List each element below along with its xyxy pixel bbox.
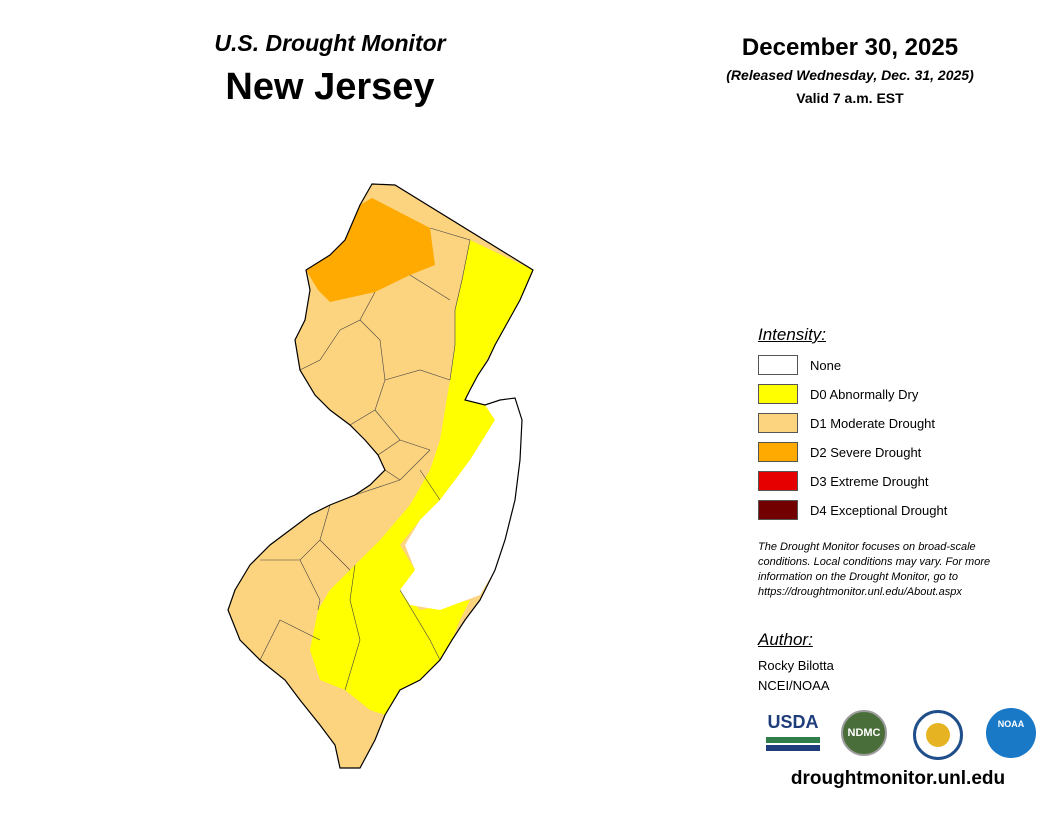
author-line: NCEI/NOAA [758, 678, 830, 693]
author-title: Author: [758, 630, 813, 649]
legend-swatch [758, 442, 798, 462]
valid: Valid 7 a.m. EST [796, 90, 904, 106]
legend-swatch [758, 384, 798, 404]
legend-swatch [758, 413, 798, 433]
legend-label: D0 Abnormally Dry [810, 387, 919, 402]
legend-label: D1 Moderate Drought [810, 416, 936, 431]
legend-swatch [758, 355, 798, 375]
note: The Drought Monitor focuses on broad-sca… [758, 540, 990, 600]
note-line: https://droughtmonitor.unl.edu/About.asp… [758, 586, 962, 598]
author-line: Rocky Bilotta [758, 658, 834, 673]
usda-logo: USDA [766, 712, 820, 752]
released: (Released Wednesday, Dec. 31, 2025) [726, 67, 974, 83]
region: New Jersey [225, 66, 435, 108]
area-d0 [310, 240, 533, 715]
note-line: information on the Drought Monitor, go t… [758, 571, 958, 583]
note-line: conditions. Local conditions may vary. F… [758, 556, 991, 568]
area-none [400, 398, 522, 610]
legend-label: D3 Extreme Drought [810, 474, 929, 489]
note-line: The Drought Monitor focuses on broad-sca… [758, 541, 976, 553]
footer-url: droughtmonitor.unl.edu [790, 768, 1006, 789]
map [227, 183, 534, 769]
legend-label: D2 Severe Drought [810, 445, 922, 460]
ndmc-logo: NDMC [841, 710, 887, 756]
legend-label: D4 Exceptional Drought [810, 503, 948, 518]
legend-swatch [758, 471, 798, 491]
legend-label: None [810, 358, 842, 373]
title: U.S. Drought Monitor [214, 30, 446, 56]
legend-swatch [758, 500, 798, 520]
legend-title: Intensity: [758, 325, 827, 344]
author: Rocky Bilotta NCEI/NOAA [758, 656, 834, 696]
usda-text: USDA [767, 712, 819, 732]
county-lines [259, 227, 471, 691]
doc-logo [913, 710, 963, 760]
noaa-logo: NOAA [986, 708, 1036, 758]
date: December 30, 2025 [741, 34, 959, 61]
state-outline [227, 183, 534, 769]
area-d2 [306, 198, 435, 302]
